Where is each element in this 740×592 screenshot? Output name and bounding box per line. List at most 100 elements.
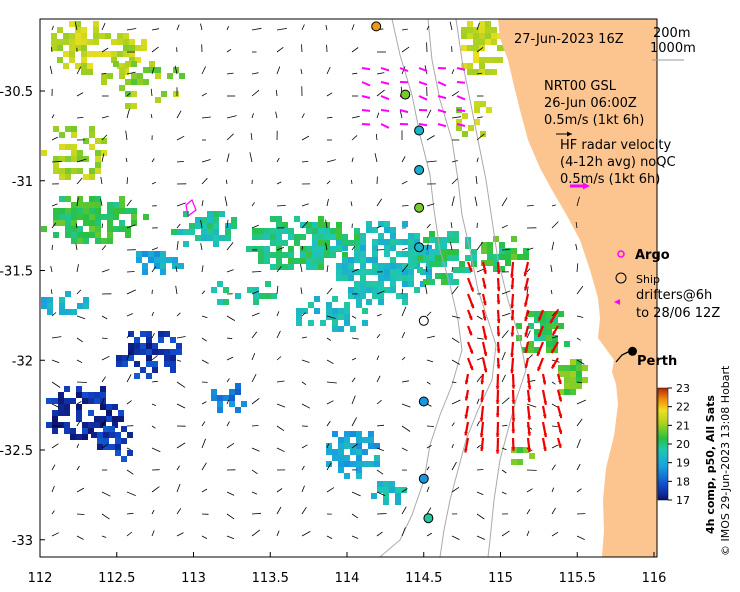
sst-pixel — [441, 273, 447, 279]
hf-arrowhead — [464, 414, 469, 419]
x-tick-label: 114 — [335, 571, 360, 586]
sst-pixel — [137, 79, 143, 85]
velocity-arrow — [101, 245, 107, 251]
sst-pixel — [414, 287, 420, 293]
velocity-arrow — [401, 180, 408, 185]
velocity-arrow — [76, 359, 83, 364]
colorbar-tick-label: 20 — [676, 438, 690, 451]
sst-pixel — [447, 249, 453, 255]
sst-pixel — [378, 275, 384, 281]
sst-pixel — [213, 241, 219, 247]
hf-arrowhead — [543, 401, 548, 405]
velocity-arrow — [551, 425, 558, 427]
sst-pixel — [366, 281, 372, 287]
sst-pixel — [136, 251, 142, 257]
sst-pixel — [342, 252, 348, 258]
sst-pixel — [342, 269, 348, 275]
sst-pixel — [354, 240, 360, 246]
sst-pixel — [154, 251, 160, 257]
hf-arrowhead — [536, 352, 541, 356]
sst-pixel — [528, 311, 534, 317]
sst-pixel — [83, 138, 89, 144]
velocity-arrow — [101, 397, 105, 405]
sst-pixel — [396, 269, 402, 275]
sst-pixel — [390, 275, 396, 281]
velocity-arrow — [476, 315, 483, 320]
velocity-arrow — [351, 513, 359, 519]
sst-pixel — [336, 228, 342, 234]
sst-pixel — [378, 287, 384, 293]
velocity-arrow — [176, 483, 181, 493]
hf-radar-arrows — [464, 261, 563, 454]
sst-pixel — [408, 233, 414, 239]
drifter-arrow — [418, 81, 428, 86]
sst-pixel — [94, 416, 100, 422]
sst-pixel — [471, 261, 477, 267]
sst-pixel — [441, 249, 447, 255]
hf-arrowhead — [511, 385, 516, 389]
sst-pixel — [69, 57, 75, 63]
sst-pixel — [493, 266, 499, 272]
sst-pixel — [383, 493, 389, 499]
sst-pixel — [300, 246, 306, 252]
sst-pixel — [330, 228, 336, 234]
sst-pixel — [136, 257, 142, 263]
sst-pixel — [119, 226, 125, 232]
sst-pixel — [201, 217, 207, 223]
velocity-arrow — [176, 359, 182, 362]
nrt-legend-line-1: NRT00 GSL — [544, 79, 617, 94]
sst-pixel — [342, 240, 348, 246]
isobath-shelf — [455, 19, 527, 557]
sst-pixel — [558, 365, 564, 371]
sst-pixel — [94, 398, 100, 404]
velocity-arrow — [276, 506, 282, 515]
sst-pixel — [395, 499, 401, 505]
velocity-arrow — [326, 400, 334, 405]
drifter-arrow — [361, 109, 371, 112]
drifter-arrow — [380, 81, 390, 85]
sst-pixel — [213, 235, 219, 241]
sst-pixel — [473, 33, 479, 39]
velocity-arrow — [451, 69, 455, 75]
velocity-arrow — [526, 286, 529, 295]
velocity-arrow — [376, 375, 381, 383]
isobath-200m — [427, 19, 497, 557]
sst-pixel — [423, 255, 429, 261]
sst-pixel — [324, 228, 330, 234]
sst-pixel — [88, 392, 94, 398]
sst-pixel — [479, 39, 485, 45]
sst-pixel — [81, 57, 87, 63]
sst-pixel — [408, 245, 414, 251]
hf-arrowhead — [495, 450, 500, 454]
sst-pixel — [534, 347, 540, 353]
sst-pixel — [100, 404, 106, 410]
drifter-arrow — [380, 67, 390, 72]
sst-pixel — [360, 239, 366, 245]
velocity-arrow — [76, 92, 84, 97]
hf-arrowhead — [470, 287, 474, 292]
velocity-arrow — [276, 311, 280, 317]
sst-pixel — [53, 220, 59, 226]
sst-pixel — [52, 428, 58, 434]
float-marker — [423, 513, 434, 524]
sst-pixel — [217, 395, 223, 401]
velocity-arrow — [326, 535, 333, 539]
colorbar-label: 4h comp, p50, All Sats — [704, 395, 717, 534]
sst-pixel — [360, 251, 366, 257]
sst-pixel — [282, 228, 288, 234]
sst-pixel — [113, 208, 119, 214]
sst-pixel — [82, 428, 88, 434]
sst-pixel — [82, 392, 88, 398]
x-axis: 112 112.5 113 113.5 114 114.5 115 115.5 116 — [28, 552, 666, 586]
sst-pixel — [378, 299, 384, 305]
sst-pixel — [100, 386, 106, 392]
velocity-arrow — [175, 266, 178, 273]
sst-pixel — [83, 238, 89, 244]
sst-pixel — [456, 125, 462, 131]
velocity-arrow — [201, 359, 209, 364]
sst-pixel — [336, 275, 342, 281]
sst-pixel — [170, 349, 176, 355]
sst-pixel — [65, 220, 71, 226]
sst-pixel — [276, 240, 282, 246]
sst-pixel — [117, 51, 123, 57]
